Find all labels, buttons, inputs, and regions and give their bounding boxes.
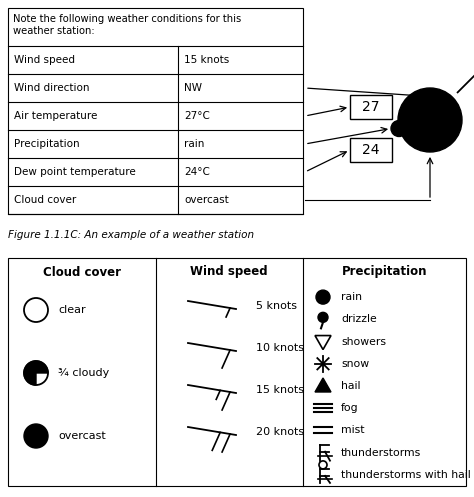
Text: 15 knots: 15 knots (256, 385, 304, 395)
Text: NW: NW (184, 83, 202, 93)
Circle shape (398, 88, 462, 152)
Text: Cloud cover: Cloud cover (43, 265, 121, 278)
Text: overcast: overcast (58, 431, 106, 441)
Circle shape (24, 424, 48, 448)
Text: showers: showers (341, 336, 386, 346)
Text: thunderstorms with hail: thunderstorms with hail (341, 470, 471, 480)
Polygon shape (315, 378, 331, 392)
Text: ¾ cloudy: ¾ cloudy (58, 368, 109, 378)
Text: 24: 24 (362, 143, 380, 157)
Text: clear: clear (58, 305, 86, 315)
Text: rain: rain (341, 292, 362, 302)
Bar (350, 95, 392, 119)
Text: 5 knots: 5 knots (256, 301, 297, 311)
Bar (8, 8, 303, 214)
Text: hail: hail (341, 381, 361, 391)
Text: Wind speed: Wind speed (14, 55, 75, 65)
Text: Cloud cover: Cloud cover (14, 195, 76, 205)
Circle shape (316, 290, 330, 304)
Bar (8, 258, 466, 486)
Circle shape (318, 312, 328, 323)
Text: 15 knots: 15 knots (184, 55, 229, 65)
Text: Precipitation: Precipitation (14, 139, 80, 149)
Text: 27: 27 (362, 100, 380, 114)
Text: drizzle: drizzle (341, 314, 377, 325)
Text: Air temperature: Air temperature (14, 111, 97, 121)
Text: 24°C: 24°C (184, 167, 210, 177)
Bar (350, 138, 392, 162)
Circle shape (391, 120, 407, 137)
Text: snow: snow (341, 359, 369, 369)
Text: Wind speed: Wind speed (190, 265, 268, 278)
Text: mist: mist (341, 425, 365, 435)
Text: overcast: overcast (184, 195, 229, 205)
Text: Dew point temperature: Dew point temperature (14, 167, 136, 177)
Text: 27°C: 27°C (184, 111, 210, 121)
Text: Note the following weather conditions for this: Note the following weather conditions fo… (13, 14, 241, 24)
Text: fog: fog (341, 403, 359, 413)
Wedge shape (24, 361, 48, 385)
Text: thunderstorms: thunderstorms (341, 448, 421, 458)
Text: rain: rain (184, 139, 204, 149)
Text: Precipitation: Precipitation (342, 265, 427, 278)
Text: 10 knots: 10 knots (256, 343, 304, 353)
Text: 20 knots: 20 knots (256, 427, 304, 437)
Text: Figure 1.1.1C: An example of a weather station: Figure 1.1.1C: An example of a weather s… (8, 230, 254, 240)
Text: Wind direction: Wind direction (14, 83, 90, 93)
Text: weather station:: weather station: (13, 26, 95, 36)
